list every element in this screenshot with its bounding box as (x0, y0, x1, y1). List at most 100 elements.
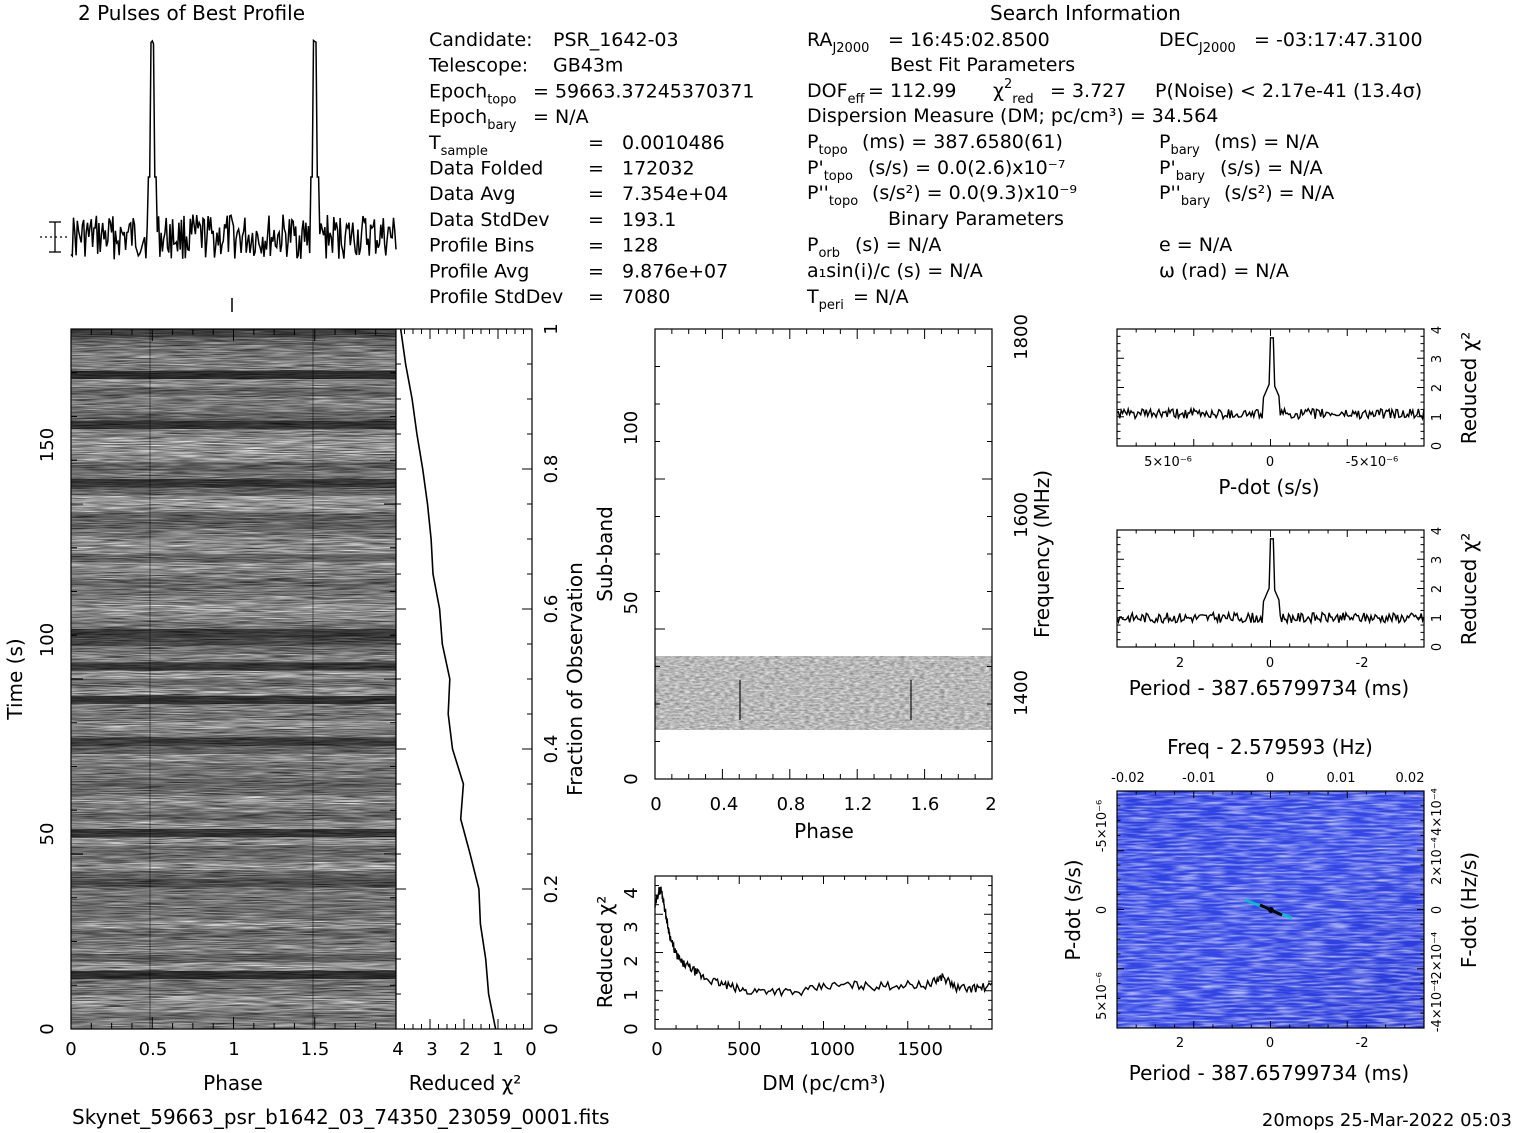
period-tick-2: 2 (1176, 656, 1184, 671)
frac-tick-1: 1 (541, 323, 562, 334)
t-peri-value: = N/A (853, 286, 909, 308)
time-ylabel: Time (s) (3, 638, 27, 720)
chi2-time-xlabel: Reduced χ² (409, 1071, 522, 1095)
freq-tick-0.02: 0.02 (1396, 771, 1425, 786)
best-fit-title: Best Fit Parameters (890, 54, 1075, 76)
period-ylabel: Reduced χ² (1457, 533, 1481, 646)
period-chi2-tick-2: 2 (1430, 585, 1445, 593)
candidate-info: Candidate: PSR_1642-03 Telescope: GB43m Epoc… (428, 29, 754, 308)
pdot-tick-neg: -5×10⁻⁶ (1346, 455, 1398, 470)
period-chi2-tick-3: 3 (1430, 556, 1445, 564)
pdot-chi2-tick-1: 1 (1430, 413, 1445, 421)
fdot-tick-neg4: -4×10⁻⁴ (1430, 980, 1445, 1032)
pdd-topo-label: P''topo (807, 182, 858, 209)
footer-filename: Skynet_59663_psr_b1642_03_74350_23059_00… (72, 1105, 610, 1129)
sb-phase-tick-0.8: 0.8 (777, 794, 806, 815)
fdot-tick-4: 4×10⁻⁴ (1430, 788, 1445, 836)
subband-panel: 0 0.4 0.8 1.2 1.6 2 Phase 0 50 100 Sub-b… (593, 314, 1054, 843)
chi2-tick-3: 3 (426, 1039, 437, 1060)
pp-xlabel: Period - 387.65799734 (ms) (1129, 1061, 1410, 1085)
pdd-bary-label: P''bary (1159, 182, 1210, 209)
sb-phase-tick-1.6: 1.6 (911, 794, 940, 815)
sb-phase-tick-0: 0 (650, 794, 661, 815)
error-bar (40, 221, 70, 253)
dm-value: Dispersion Measure (DM; pc/cm³) = 34.564 (807, 105, 1218, 127)
freq-tick-1800: 1800 (1011, 314, 1032, 360)
phase-tick-1: 1 (228, 1039, 239, 1060)
pd-bary-label: P'bary (1159, 157, 1205, 184)
freq-tick-1600: 1600 (1011, 492, 1032, 538)
cand-number-8: 128 (622, 235, 658, 257)
p-noise: P(Noise) < 2.17e-41 (13.4σ) (1155, 80, 1422, 102)
time-tick-100: 100 (37, 623, 58, 657)
dm-chi2-tick-3: 3 (621, 921, 642, 932)
cand-value-0: PSR_1642-03 (553, 29, 679, 51)
p-orb-label: Porb (807, 234, 840, 261)
cand-label-1: Telescope: (428, 55, 528, 77)
footer-stamp: 20mops 25-Mar-2022 05:03 (1262, 1110, 1512, 1131)
pdot-chi2-tick-0: 0 (1430, 442, 1445, 450)
pp-pdot-tick-pos: 5×10⁻⁶ (1095, 972, 1110, 1020)
fdot-tick-0: 0 (1430, 906, 1445, 914)
sb-phase-tick-2: 2 (985, 794, 996, 815)
t-peri-label: Tperi (806, 286, 844, 313)
dm-chi2-tick-0: 0 (621, 1023, 642, 1034)
time-tick-0: 0 (37, 1023, 58, 1034)
dm-tick-1000: 1000 (809, 1039, 855, 1060)
phase-tick-0.5: 0.5 (139, 1039, 168, 1060)
dm-line (654, 886, 993, 998)
phase-tick-0: 0 (65, 1039, 76, 1060)
dm-tick-1500: 1500 (897, 1039, 943, 1060)
freq-tick-neg0.02: -0.02 (1111, 771, 1145, 786)
pdot-ylabel: Reduced χ² (1457, 332, 1481, 445)
frac-tick-0.8: 0.8 (541, 455, 562, 484)
profile-line (70, 38, 397, 260)
sb-phase-tick-0.4: 0.4 (710, 794, 739, 815)
cand-value-4: = (588, 132, 604, 154)
dec-value: = -03:17:47.3100 (1254, 29, 1423, 51)
cand-label-5: Data Folded (429, 158, 543, 180)
cand-value-2: = 59663.37245370371 (533, 80, 754, 102)
search-info: RAJ2000 = 16:45:02.8500 DECJ2000 = -03:1… (806, 29, 1423, 313)
cand-value-10: = (588, 286, 604, 308)
cand-number-6: 7.354e+04 (622, 183, 728, 205)
dec-label: DECJ2000 (1159, 29, 1236, 56)
chi2-tick-4: 4 (392, 1039, 403, 1060)
fdot-tick-neg2: -2×10⁻⁴ (1430, 932, 1445, 984)
dof-label: DOFeff (807, 80, 866, 107)
sb-phase-tick-1.2: 1.2 (844, 794, 873, 815)
dof-value: = 112.99 (868, 80, 956, 102)
cand-label-7: Data StdDev (429, 209, 550, 231)
pdot-chi2-tick-3: 3 (1430, 355, 1445, 363)
pdot-tick-0: 0 (1266, 455, 1274, 470)
chi2-value: = 3.727 (1050, 80, 1126, 102)
pdot-xlabel: P-dot (s/s) (1218, 475, 1319, 499)
period-chi2-tick-4: 4 (1430, 527, 1445, 535)
chi2-time-panel: 4 3 2 1 0 Reduced χ² 0 0.2 0.4 0.6 0.8 1… (392, 323, 587, 1095)
time-tick-150: 150 (37, 428, 58, 462)
pp-period-tick-2: 2 (1176, 1036, 1184, 1051)
frac-ylabel: Fraction of Observation (563, 562, 587, 796)
fdot-tick-2: 2×10⁻⁴ (1430, 837, 1445, 885)
frac-tick-0.6: 0.6 (541, 595, 562, 624)
pp-map-title: Freq - 2.579593 (Hz) (1167, 735, 1373, 759)
ra-value: = 16:45:02.8500 (888, 29, 1050, 51)
p-topo-label: Ptopo (807, 131, 848, 158)
pp-map-panel: Freq - 2.579593 (Hz) 2 0 -2 Period - 387… (1061, 735, 1481, 1085)
chi2-tick-2: 2 (459, 1039, 470, 1060)
chi2-tick-0: 0 (525, 1039, 536, 1060)
fdot-ylabel: F-dot (Hz/s) (1457, 852, 1481, 968)
period-line (1116, 538, 1425, 626)
cand-value-9: = (588, 260, 604, 282)
cand-label-3: Epochbary (429, 106, 517, 133)
pdot-axes (1116, 328, 1425, 447)
frac-tick-0.2: 0.2 (541, 875, 562, 904)
cand-label-10: Profile StdDev (429, 286, 563, 308)
cand-number-9: 9.876e+07 (622, 260, 728, 282)
time-phase-panel: 0 0.5 1 1.5 Phase 0 50 100 150 Time (s) (3, 298, 397, 1095)
omega-value: ω (rad) = N/A (1159, 260, 1289, 282)
pp-period-tick-0: 0 (1266, 1036, 1274, 1051)
cand-number-10: 7080 (622, 286, 670, 308)
profile-title: 2 Pulses of Best Profile (78, 1, 305, 25)
